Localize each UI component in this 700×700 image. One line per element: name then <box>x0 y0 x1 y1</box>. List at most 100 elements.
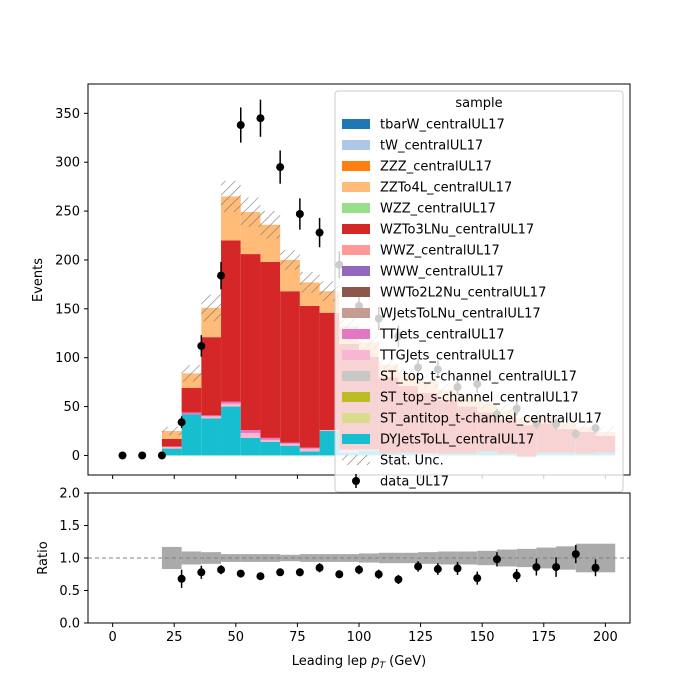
legend-swatch-WZZ_centralUL17 <box>342 203 370 213</box>
bar-TTJets_centralUL17-bin5 <box>260 437 281 440</box>
ratio-point <box>433 565 442 574</box>
bar-TTJets_centralUL17-bin2 <box>201 415 222 417</box>
bar-TTJets_centralUL17-bin7 <box>299 447 320 449</box>
ratio-y-axis-label: Ratio <box>36 541 51 574</box>
ratio-unc-bin22 <box>595 543 616 573</box>
ratio-unc-bin7 <box>299 554 320 562</box>
bar-DYJetsToLL_centralUL17-bin8 <box>319 431 340 456</box>
bar-DYJetsToLL_centralUL17-bin3 <box>221 406 241 456</box>
bar-TTJets_centralUL17-bin4 <box>240 430 261 433</box>
legend-label-WWZ_centralUL17: WWZ_centralUL17 <box>380 244 500 259</box>
ratio-point <box>315 563 324 572</box>
legend-label-TTJets_centralUL17: TTJets_centralUL17 <box>379 328 505 343</box>
legend-label-WWW_centralUL17: WWW_centralUL17 <box>380 265 504 280</box>
legend-swatch-TTGJets_centralUL17 <box>342 350 370 360</box>
bar-TTGJets_centralUL17-bin5 <box>260 439 281 442</box>
legend-label-ZZTo4L_centralUL17: ZZTo4L_centralUL17 <box>380 181 512 196</box>
stat-unc-bin2 <box>201 294 222 322</box>
bar-DYJetsToLL_centralUL17-bin0 <box>161 448 182 456</box>
ratio-point <box>335 570 344 579</box>
legend-label-ST_top_s-channel_centralUL17: ST_top_s-channel_centralUL17 <box>380 391 579 406</box>
legend-label-WJetsToLNu_centralUL17: WJetsToLNu_centralUL17 <box>380 307 541 322</box>
ratio-point <box>256 572 265 581</box>
ratio-unc-bin12 <box>398 552 419 564</box>
x-axis-label-p: p <box>370 654 379 669</box>
x-tick-label: 25 <box>166 630 183 645</box>
legend-swatch-ST_antitop_t-channel_centralUL17 <box>342 413 370 423</box>
bar-WZTo3LNu_centralUL17-bin1 <box>181 388 202 413</box>
legend-label-ST_antitop_t-channel_centralUL17: ST_antitop_t-channel_centralUL17 <box>380 412 602 427</box>
y-tick-label: 0 <box>72 449 80 464</box>
y-tick-label: 150 <box>55 302 80 317</box>
stat-unc-bin4 <box>240 197 261 227</box>
bar-TTJets_centralUL17-bin6 <box>280 442 300 444</box>
x-axis-label-subscript: T <box>379 661 386 671</box>
stat-unc-bin3 <box>221 180 241 212</box>
bar-WZTo3LNu_centralUL17-bin3 <box>221 240 241 402</box>
ratio-point <box>217 565 226 574</box>
legend-swatch-WJetsToLNu_centralUL17 <box>342 308 370 318</box>
legend-label-WWTo2L2Nu_centralUL17: WWTo2L2Nu_centralUL17 <box>380 286 546 301</box>
x-axis-label-main: Leading lep <box>292 654 371 669</box>
bar-TTJets_centralUL17-bin1 <box>181 412 202 415</box>
legend-title: sample <box>455 96 502 111</box>
y-tick-label: 300 <box>55 156 80 171</box>
legend-label-data: data_UL17 <box>380 475 449 490</box>
ratio-point <box>355 565 363 574</box>
ratio-unc-bin18 <box>516 548 537 568</box>
ratio-point <box>453 564 462 573</box>
x-axis-ticks: 0 25 50 75 100 125 150 175 200 <box>108 623 618 645</box>
data-point <box>256 114 265 123</box>
legend-swatch-stat-unc <box>342 455 370 465</box>
legend-swatch-ST_top_t-channel_centralUL17 <box>342 371 370 381</box>
legend-swatch-WWW_centralUL17 <box>342 266 370 276</box>
ratio-y-tick-label: 0.0 <box>59 617 80 632</box>
bar-WZTo3LNu_centralUL17-bin5 <box>260 261 281 438</box>
bar-TTGJets_centralUL17-bin0 <box>161 446 182 449</box>
data-point <box>217 271 226 280</box>
bar-TTGJets_centralUL17-bin3 <box>221 403 241 407</box>
x-tick-label: 50 <box>228 630 245 645</box>
x-tick-label: 200 <box>593 630 618 645</box>
bar-DYJetsToLL_centralUL17-bin2 <box>201 418 222 456</box>
legend-swatch-tbarW_centralUL17 <box>342 119 370 129</box>
legend-swatch-ST_top_s-channel_centralUL17 <box>342 392 370 402</box>
ratio-plot-frame <box>87 492 631 624</box>
bar-WZTo3LNu_centralUL17-bin2 <box>201 337 222 416</box>
ratio-point <box>295 568 304 577</box>
ratio-point <box>492 555 501 564</box>
legend-swatch-TTJets_centralUL17 <box>342 329 370 339</box>
ratio-unc-bin1 <box>181 551 202 565</box>
ratio-unc-bin17 <box>496 549 517 567</box>
y-axis-ticks: 0 50 100 150 200 250 300 350 <box>55 107 88 464</box>
stat-unc-bin1 <box>181 365 202 382</box>
x-axis-label: Leading lep pT (GeV) <box>292 654 426 671</box>
ratio-point <box>532 563 541 572</box>
ratio-y-tick-label: 0.5 <box>59 584 80 599</box>
legend-label-WZZ_centralUL17: WZZ_centralUL17 <box>380 202 496 217</box>
ratio-y-axis-ticks: 0.0 0.5 1.0 1.5 2.0 <box>59 487 88 632</box>
ratio-point <box>236 569 245 578</box>
ratio-point <box>197 568 206 577</box>
legend: sample tbarW_centralUL17 tW_centralUL17 ZZ… <box>334 90 624 493</box>
y-tick-label: 250 <box>55 205 80 220</box>
legend-entries: tbarW_centralUL17 tW_centralUL17 ZZZ_centr… <box>342 118 602 490</box>
ratio-point <box>512 571 521 580</box>
bar-TTGJets_centralUL17-bin4 <box>240 432 261 438</box>
ratio-point <box>276 568 285 577</box>
bar-WZTo3LNu_centralUL17-bin6 <box>280 291 300 443</box>
bar-WZTo3LNu_centralUL17-bin0 <box>161 438 182 447</box>
y-tick-label: 350 <box>55 107 80 122</box>
x-tick-label: 75 <box>289 630 306 645</box>
data-point <box>177 418 186 427</box>
x-tick-label: 175 <box>531 630 556 645</box>
ratio-unc-bin2 <box>201 552 222 564</box>
legend-label-TTGJets_centralUL17: TTGJets_centralUL17 <box>379 349 515 364</box>
bar-WZTo3LNu_centralUL17-bin4 <box>240 254 261 431</box>
bar-TTGJets_centralUL17-bin2 <box>201 416 222 419</box>
data-point <box>197 341 206 350</box>
ratio-unc-bin0 <box>161 546 182 570</box>
data-point <box>276 163 285 172</box>
y-tick-label: 100 <box>55 351 80 366</box>
ratio-point <box>571 550 580 559</box>
